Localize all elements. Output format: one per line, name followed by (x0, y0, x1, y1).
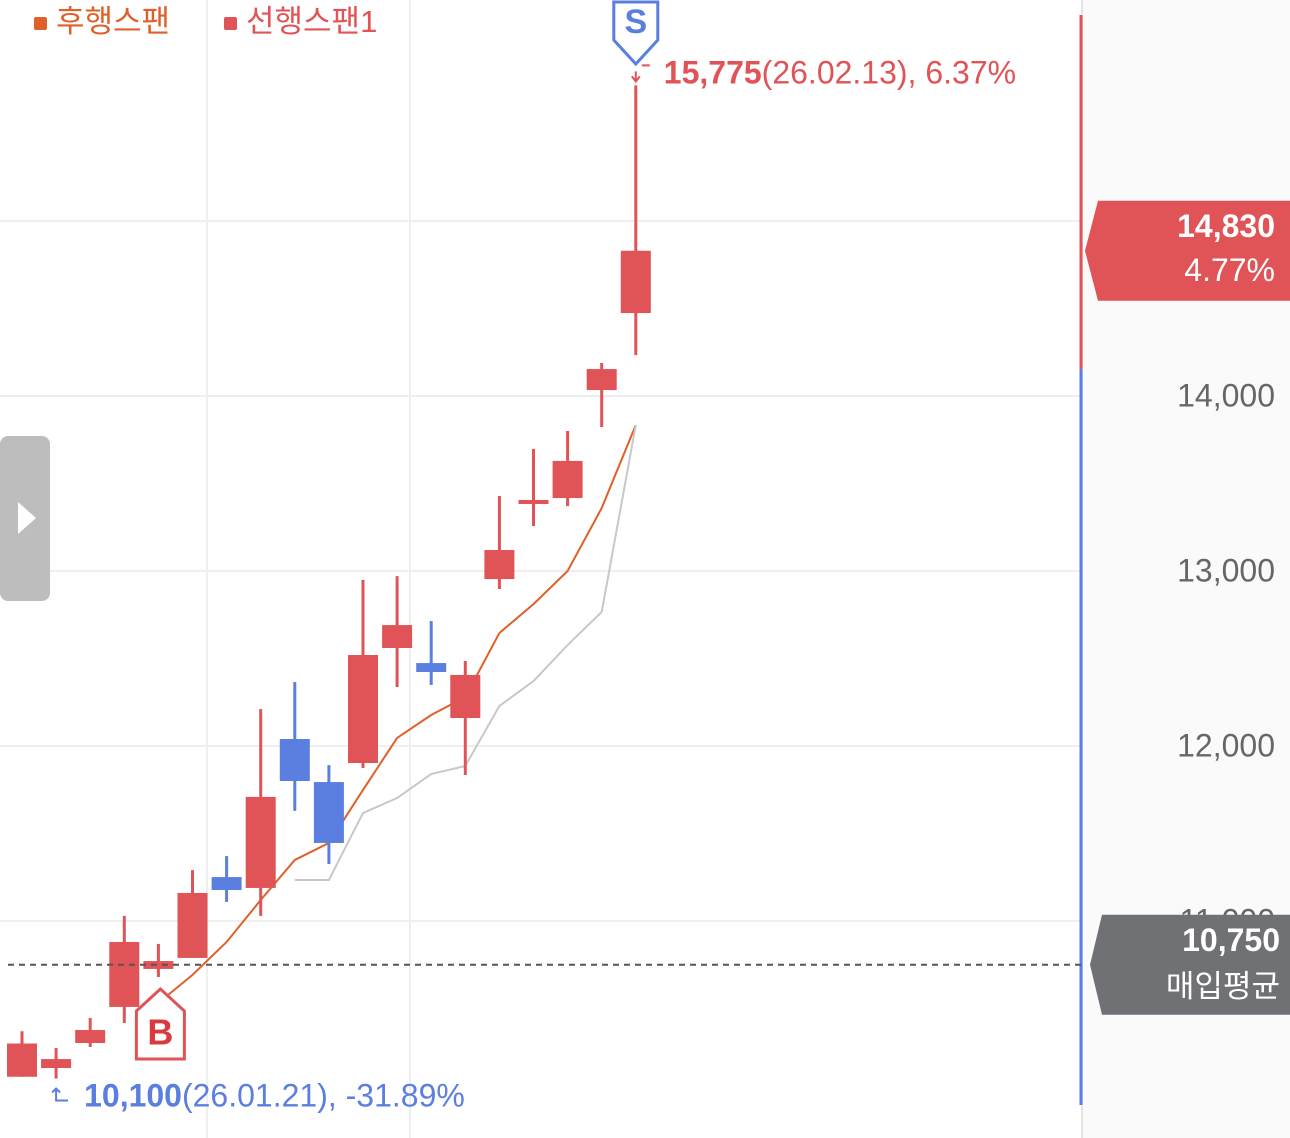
buy-marker (134, 986, 186, 1061)
candle-body (552, 460, 583, 499)
candle-body (279, 739, 310, 782)
candle-body (348, 655, 378, 763)
candle-body (177, 893, 208, 958)
candle-body (143, 961, 174, 969)
price-badge (1085, 200, 1290, 301)
high-detail: (26.02.13), 6.37% (762, 55, 1016, 91)
candle-body (620, 250, 651, 314)
candle-body (7, 1043, 37, 1077)
y-tick-label: 12,000 (1177, 727, 1275, 763)
low-value: 10,100 (84, 1078, 182, 1114)
high-arrow (631, 64, 650, 83)
candle-body (41, 1059, 72, 1069)
legend-label: 후행스팬 (56, 4, 170, 39)
candle-body (382, 625, 413, 649)
candle-body (313, 782, 344, 843)
legend-swatch (34, 17, 47, 30)
indicator-line (294, 424, 637, 882)
lines (157, 424, 637, 1004)
sell-marker (612, 0, 660, 67)
price-value: 14,830 (1177, 208, 1275, 244)
toggle-arrow (18, 502, 36, 534)
candle-body (518, 499, 549, 504)
candle-body (245, 796, 276, 888)
candle-body (109, 942, 140, 1007)
price-change: 4.77% (1184, 252, 1275, 288)
low-arrow (51, 1087, 69, 1102)
average-text: 매입평균 (1166, 969, 1280, 1004)
candle-body (450, 674, 481, 719)
grid (0, 220, 1082, 923)
average-badge (1090, 914, 1290, 1015)
candle-body (586, 369, 617, 391)
buy-marker-label: B (147, 1012, 173, 1053)
legend-swatch (224, 17, 237, 30)
low-annotation: 10,100(26.01.21), -31.89% (84, 1078, 465, 1114)
high-annotation: 15,775(26.02.13), 6.37% (664, 55, 1016, 91)
candle-body (211, 877, 242, 891)
overlay: 11,00012,00013,00014,00015,00010,750매입평균… (8, 0, 1290, 1114)
legend: 후행스팬 선행스팬1 (34, 4, 377, 39)
y-tick-label: 13,000 (1177, 552, 1275, 588)
candles (7, 85, 651, 1079)
candle-body (75, 1030, 106, 1043)
y-tick-label: 14,000 (1177, 377, 1275, 413)
low-detail: (26.01.21), -31.89% (182, 1078, 465, 1114)
candle-body (484, 550, 515, 580)
sell-marker-label: S (624, 3, 647, 41)
indicator-line (157, 424, 637, 1004)
candle-body (416, 663, 447, 672)
average-value: 10,750 (1182, 922, 1280, 958)
high-value: 15,775 (664, 55, 762, 91)
legend-label: 선행스팬1 (246, 4, 377, 39)
